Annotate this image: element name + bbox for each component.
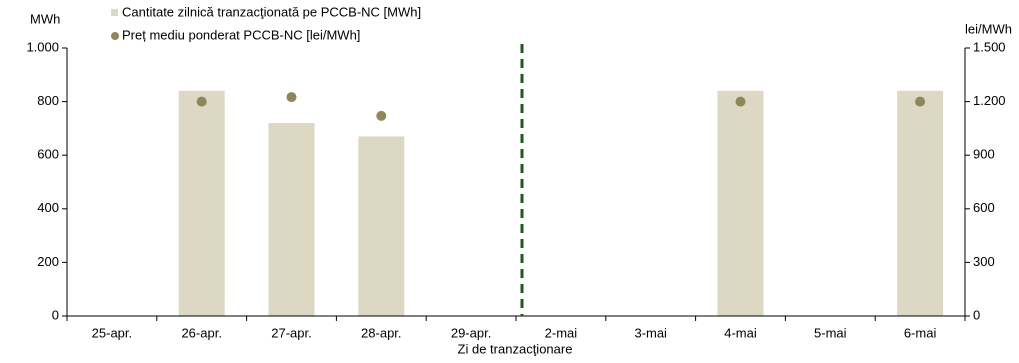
bar	[358, 136, 405, 316]
y2-tick-label: 600	[973, 200, 995, 215]
bar	[268, 123, 315, 316]
y2-tick-label: 300	[973, 254, 995, 269]
point	[376, 110, 387, 121]
legend-swatch	[111, 32, 119, 40]
y-tick-label: 1.000	[26, 39, 59, 54]
y-tick-label: 0	[52, 307, 59, 322]
point	[735, 96, 746, 107]
x-tick-label: 27-apr.	[271, 325, 311, 340]
x-tick-label: 2-mai	[545, 325, 578, 340]
y-tick-label: 600	[37, 147, 59, 162]
legend-swatch	[111, 9, 118, 16]
x-tick-label: 28-apr.	[361, 325, 401, 340]
bar	[717, 90, 764, 316]
y-tick-label: 800	[37, 93, 59, 108]
x-tick-label: 4-mai	[724, 325, 757, 340]
y2-axis-label: lei/MWh	[965, 21, 1012, 36]
point	[196, 96, 207, 107]
bar	[178, 90, 225, 316]
x-axis-label: Zi de tranzacţionare	[458, 341, 573, 356]
y-tick-label: 400	[37, 200, 59, 215]
bar	[897, 90, 944, 316]
x-tick-label: 29-apr.	[451, 325, 491, 340]
legend-label: Preț mediu ponderat PCCB-NC [lei/MWh]	[122, 27, 360, 42]
y-axis-label: MWh	[30, 11, 60, 26]
y2-tick-label: 1.500	[973, 39, 1006, 54]
x-tick-label: 26-apr.	[181, 325, 221, 340]
x-tick-label: 5-mai	[814, 325, 847, 340]
y-tick-label: 200	[37, 254, 59, 269]
point	[915, 96, 926, 107]
legend-label: Cantitate zilnică tranzacţionată pe PCCB…	[122, 4, 421, 19]
x-tick-label: 3-mai	[634, 325, 667, 340]
x-tick-label: 6-mai	[904, 325, 937, 340]
x-tick-label: 25-apr.	[92, 325, 132, 340]
y2-tick-label: 900	[973, 147, 995, 162]
y2-tick-label: 1.200	[973, 93, 1006, 108]
y2-tick-label: 0	[973, 307, 980, 322]
point	[286, 92, 297, 103]
